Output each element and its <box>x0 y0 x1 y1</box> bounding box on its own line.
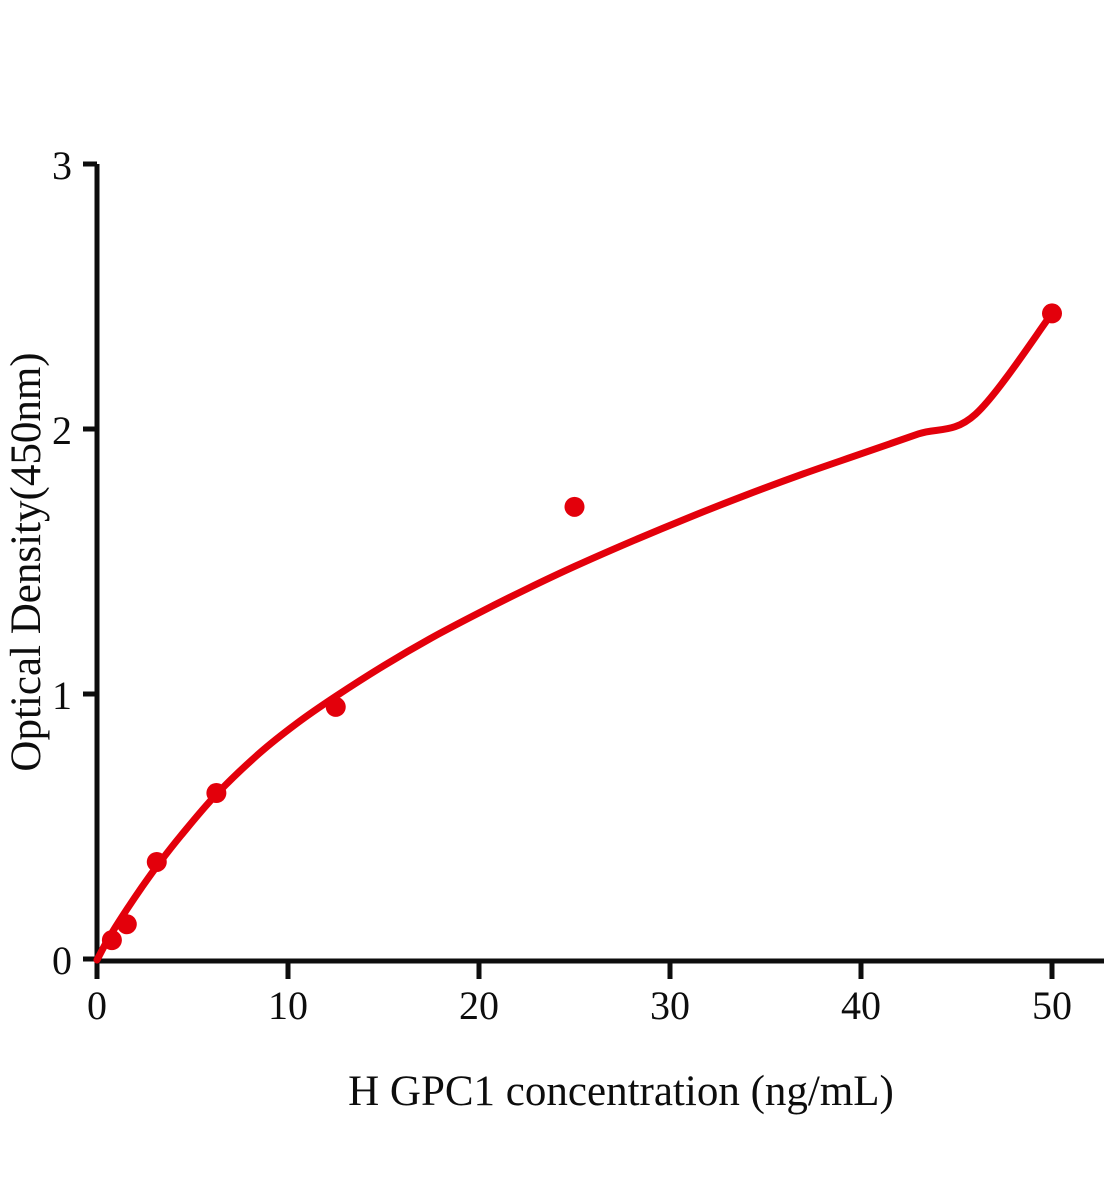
y-axis-title: Optical Density(450nm) <box>3 352 50 771</box>
y-tick-label-2: 2 <box>52 408 72 453</box>
x-tick-label-30: 30 <box>650 983 690 1028</box>
x-tick-label-50: 50 <box>1032 983 1072 1028</box>
x-axis-title: H GPC1 concentration (ng/mL) <box>348 1068 894 1115</box>
x-tick-label-10: 10 <box>268 983 308 1028</box>
y-tick-label-1: 1 <box>52 673 72 718</box>
data-point <box>101 930 122 951</box>
data-point <box>564 496 585 517</box>
x-tick-label-0: 0 <box>87 983 107 1028</box>
fitted-curve <box>93 309 1056 964</box>
y-tick-label-3: 3 <box>52 143 72 188</box>
data-point <box>1042 303 1062 324</box>
x-axis-tick-labels: 0 10 20 30 40 50 <box>87 983 1072 1028</box>
x-tick-label-40: 40 <box>841 983 881 1028</box>
y-axis-tick-labels: 3 2 1 0 <box>52 143 72 983</box>
data-point <box>206 783 227 804</box>
y-tick-label-0: 0 <box>52 938 72 983</box>
data-point <box>146 851 167 872</box>
x-tick-label-20: 20 <box>459 983 499 1028</box>
x-axis-ticks <box>94 961 1055 979</box>
data-point <box>325 696 346 717</box>
data-point <box>116 914 137 935</box>
data-point-group <box>101 303 1062 951</box>
